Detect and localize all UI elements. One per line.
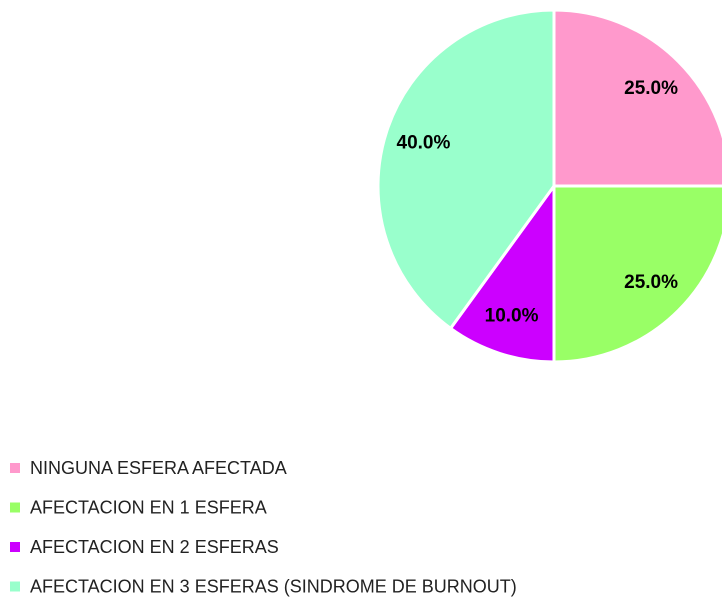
legend-swatch: [10, 542, 20, 552]
legend-label: AFECTACION EN 3 ESFERAS (SINDROME DE BUR…: [30, 576, 517, 596]
value-label: 40.0%: [397, 133, 451, 154]
legend-swatch: [10, 581, 20, 592]
legend-label: AFECTACION EN 2 ESFERAS: [30, 537, 279, 557]
legend-swatch: [10, 463, 20, 473]
legend-label: AFECTACION EN 1 ESFERA: [30, 497, 267, 517]
legend-label: NINGUNA ESFERA AFECTADA: [30, 458, 287, 478]
pie-slice: [552, 184, 722, 364]
value-label: 25.0%: [624, 78, 678, 99]
value-label: 25.0%: [624, 272, 678, 293]
pie-slice: [448, 181, 556, 364]
pie-slice: [376, 8, 556, 331]
legend-swatch: [10, 502, 20, 513]
value-label: 10.0%: [485, 306, 539, 327]
pie-slice: [552, 8, 722, 188]
